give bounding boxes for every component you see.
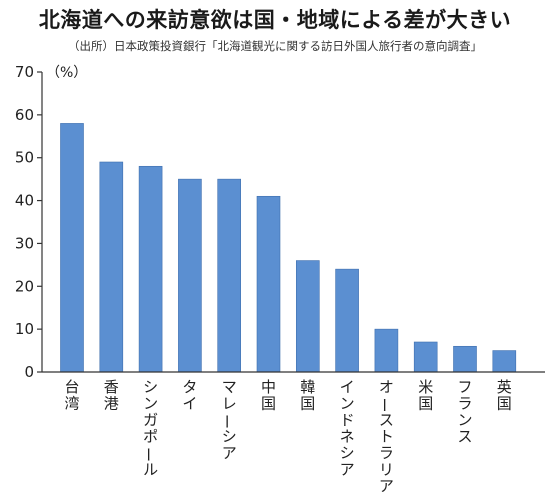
bar — [60, 123, 84, 373]
chart-source-note: （出所）日本政策投資銀行「北海道観光に関する訪日外国人旅行者の意向調査」 — [68, 39, 482, 53]
bar — [453, 345, 477, 373]
bar — [99, 161, 124, 373]
x-category-label: オーストラリア — [375, 378, 394, 495]
y-unit-label: （%） — [46, 65, 87, 81]
chart-title: 北海道への来訪意欲は国・地域による差が大きい — [38, 8, 512, 32]
x-category-label: 中国 — [261, 378, 276, 413]
y-tick-label: 60 — [15, 106, 34, 124]
y-tick-label: 0 — [24, 363, 34, 381]
x-category-label: 韓国 — [300, 378, 315, 413]
bar — [492, 350, 517, 373]
x-category-label: 香港 — [104, 378, 119, 413]
y-tick-label: 20 — [15, 277, 34, 295]
bar — [295, 260, 320, 373]
x-category-label: 米国 — [418, 378, 433, 413]
y-axis: 0 10 20 30 40 50 60 70 （%） — [15, 63, 87, 381]
x-category-label: タイ — [182, 378, 197, 413]
x-category-label: 台湾 — [64, 378, 79, 413]
y-tick-label: 70 — [15, 63, 34, 81]
x-category-label: 英国 — [497, 378, 512, 413]
bar — [178, 178, 202, 373]
bar — [413, 341, 438, 373]
bar — [374, 328, 399, 373]
y-tick-label: 30 — [15, 234, 34, 252]
x-category-label: フランス — [457, 378, 472, 446]
x-category-label: マレーシア — [218, 378, 237, 462]
bar — [217, 178, 241, 373]
bar — [256, 195, 281, 373]
bar — [138, 165, 163, 373]
y-tick-label: 10 — [15, 320, 34, 338]
y-tick-label: 50 — [15, 149, 34, 167]
x-category-label: インドネシア — [340, 378, 355, 479]
x-category-label: シンガポール — [139, 378, 158, 479]
bars — [60, 123, 517, 373]
y-tick-label: 40 — [15, 192, 34, 210]
bar — [335, 268, 359, 373]
